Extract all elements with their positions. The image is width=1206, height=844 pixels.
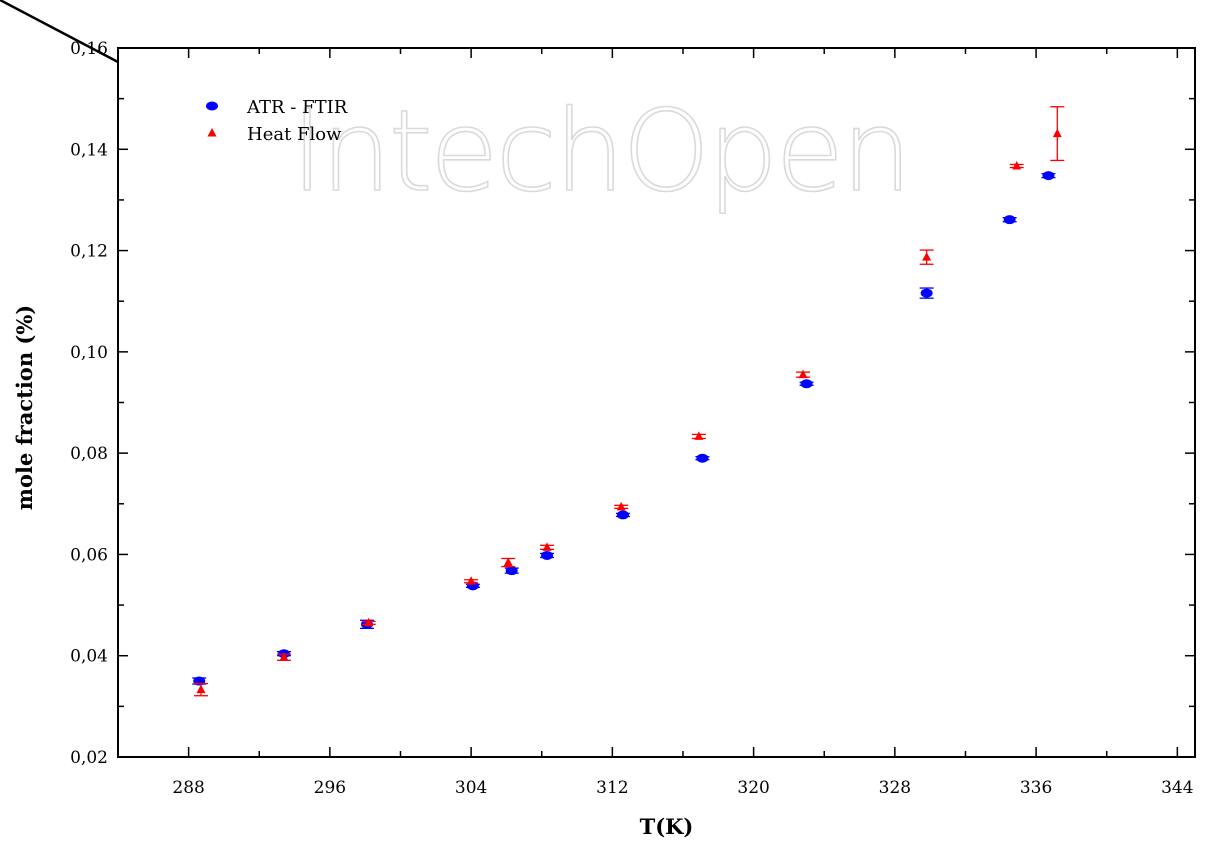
data-point [196, 684, 206, 694]
data-point [920, 288, 933, 298]
y-tick-label: 0,02 [70, 748, 108, 768]
x-tick-label: 320 [737, 778, 769, 798]
y-axis-title: mole fraction (%) [12, 305, 37, 510]
y-tick-label: 0,06 [70, 545, 108, 565]
data-point [616, 510, 629, 520]
data-marks [192, 106, 1065, 697]
series-atr-ftir [192, 171, 1056, 686]
x-tick-label: 328 [879, 778, 911, 798]
data-point [616, 501, 626, 511]
y-tick-label: 0,10 [70, 343, 108, 363]
x-tick-label: 344 [1161, 778, 1193, 798]
data-point [279, 652, 289, 661]
data-point [800, 379, 813, 389]
data-point [922, 252, 932, 261]
data-point [694, 431, 704, 440]
data-point [1003, 215, 1016, 225]
y-tick-label: 0,08 [70, 444, 108, 464]
data-point [1012, 160, 1022, 170]
legend-label: Heat Flow [247, 124, 342, 145]
x-tick-label: 288 [172, 778, 204, 798]
data-point [696, 453, 709, 463]
y-tick-label: 0,04 [70, 647, 108, 667]
legend-label: ATR - FTIR [246, 97, 348, 118]
data-point [541, 550, 554, 560]
x-axis-title: T(K) [640, 814, 694, 839]
legend: ATR - FTIR Heat Flow [206, 97, 348, 145]
legend-marker [207, 128, 217, 137]
data-point [798, 369, 808, 379]
data-point [505, 566, 518, 576]
x-tick-label: 312 [596, 778, 628, 798]
data-point [466, 576, 476, 585]
corner-line [0, 0, 119, 64]
watermark: IntechOpen [291, 87, 910, 217]
data-point [1052, 128, 1062, 138]
axes: 288 296 304 312 320 328 336 344 0,02 0,04 0,06 0,08… [0, 0, 1196, 798]
series-heat-flow [193, 106, 1065, 697]
data-point [364, 617, 374, 627]
x-tick-label: 296 [314, 778, 346, 798]
legend-marker [206, 101, 218, 111]
data-point [1042, 171, 1055, 181]
data-point [503, 557, 513, 567]
x-tick-label: 336 [1020, 778, 1052, 798]
x-tick-label: 304 [455, 778, 487, 798]
data-point [542, 542, 552, 551]
y-tick-label: 0,16 [70, 39, 108, 59]
y-tick-label: 0,12 [70, 242, 108, 262]
y-tick-label: 0,14 [70, 140, 108, 160]
